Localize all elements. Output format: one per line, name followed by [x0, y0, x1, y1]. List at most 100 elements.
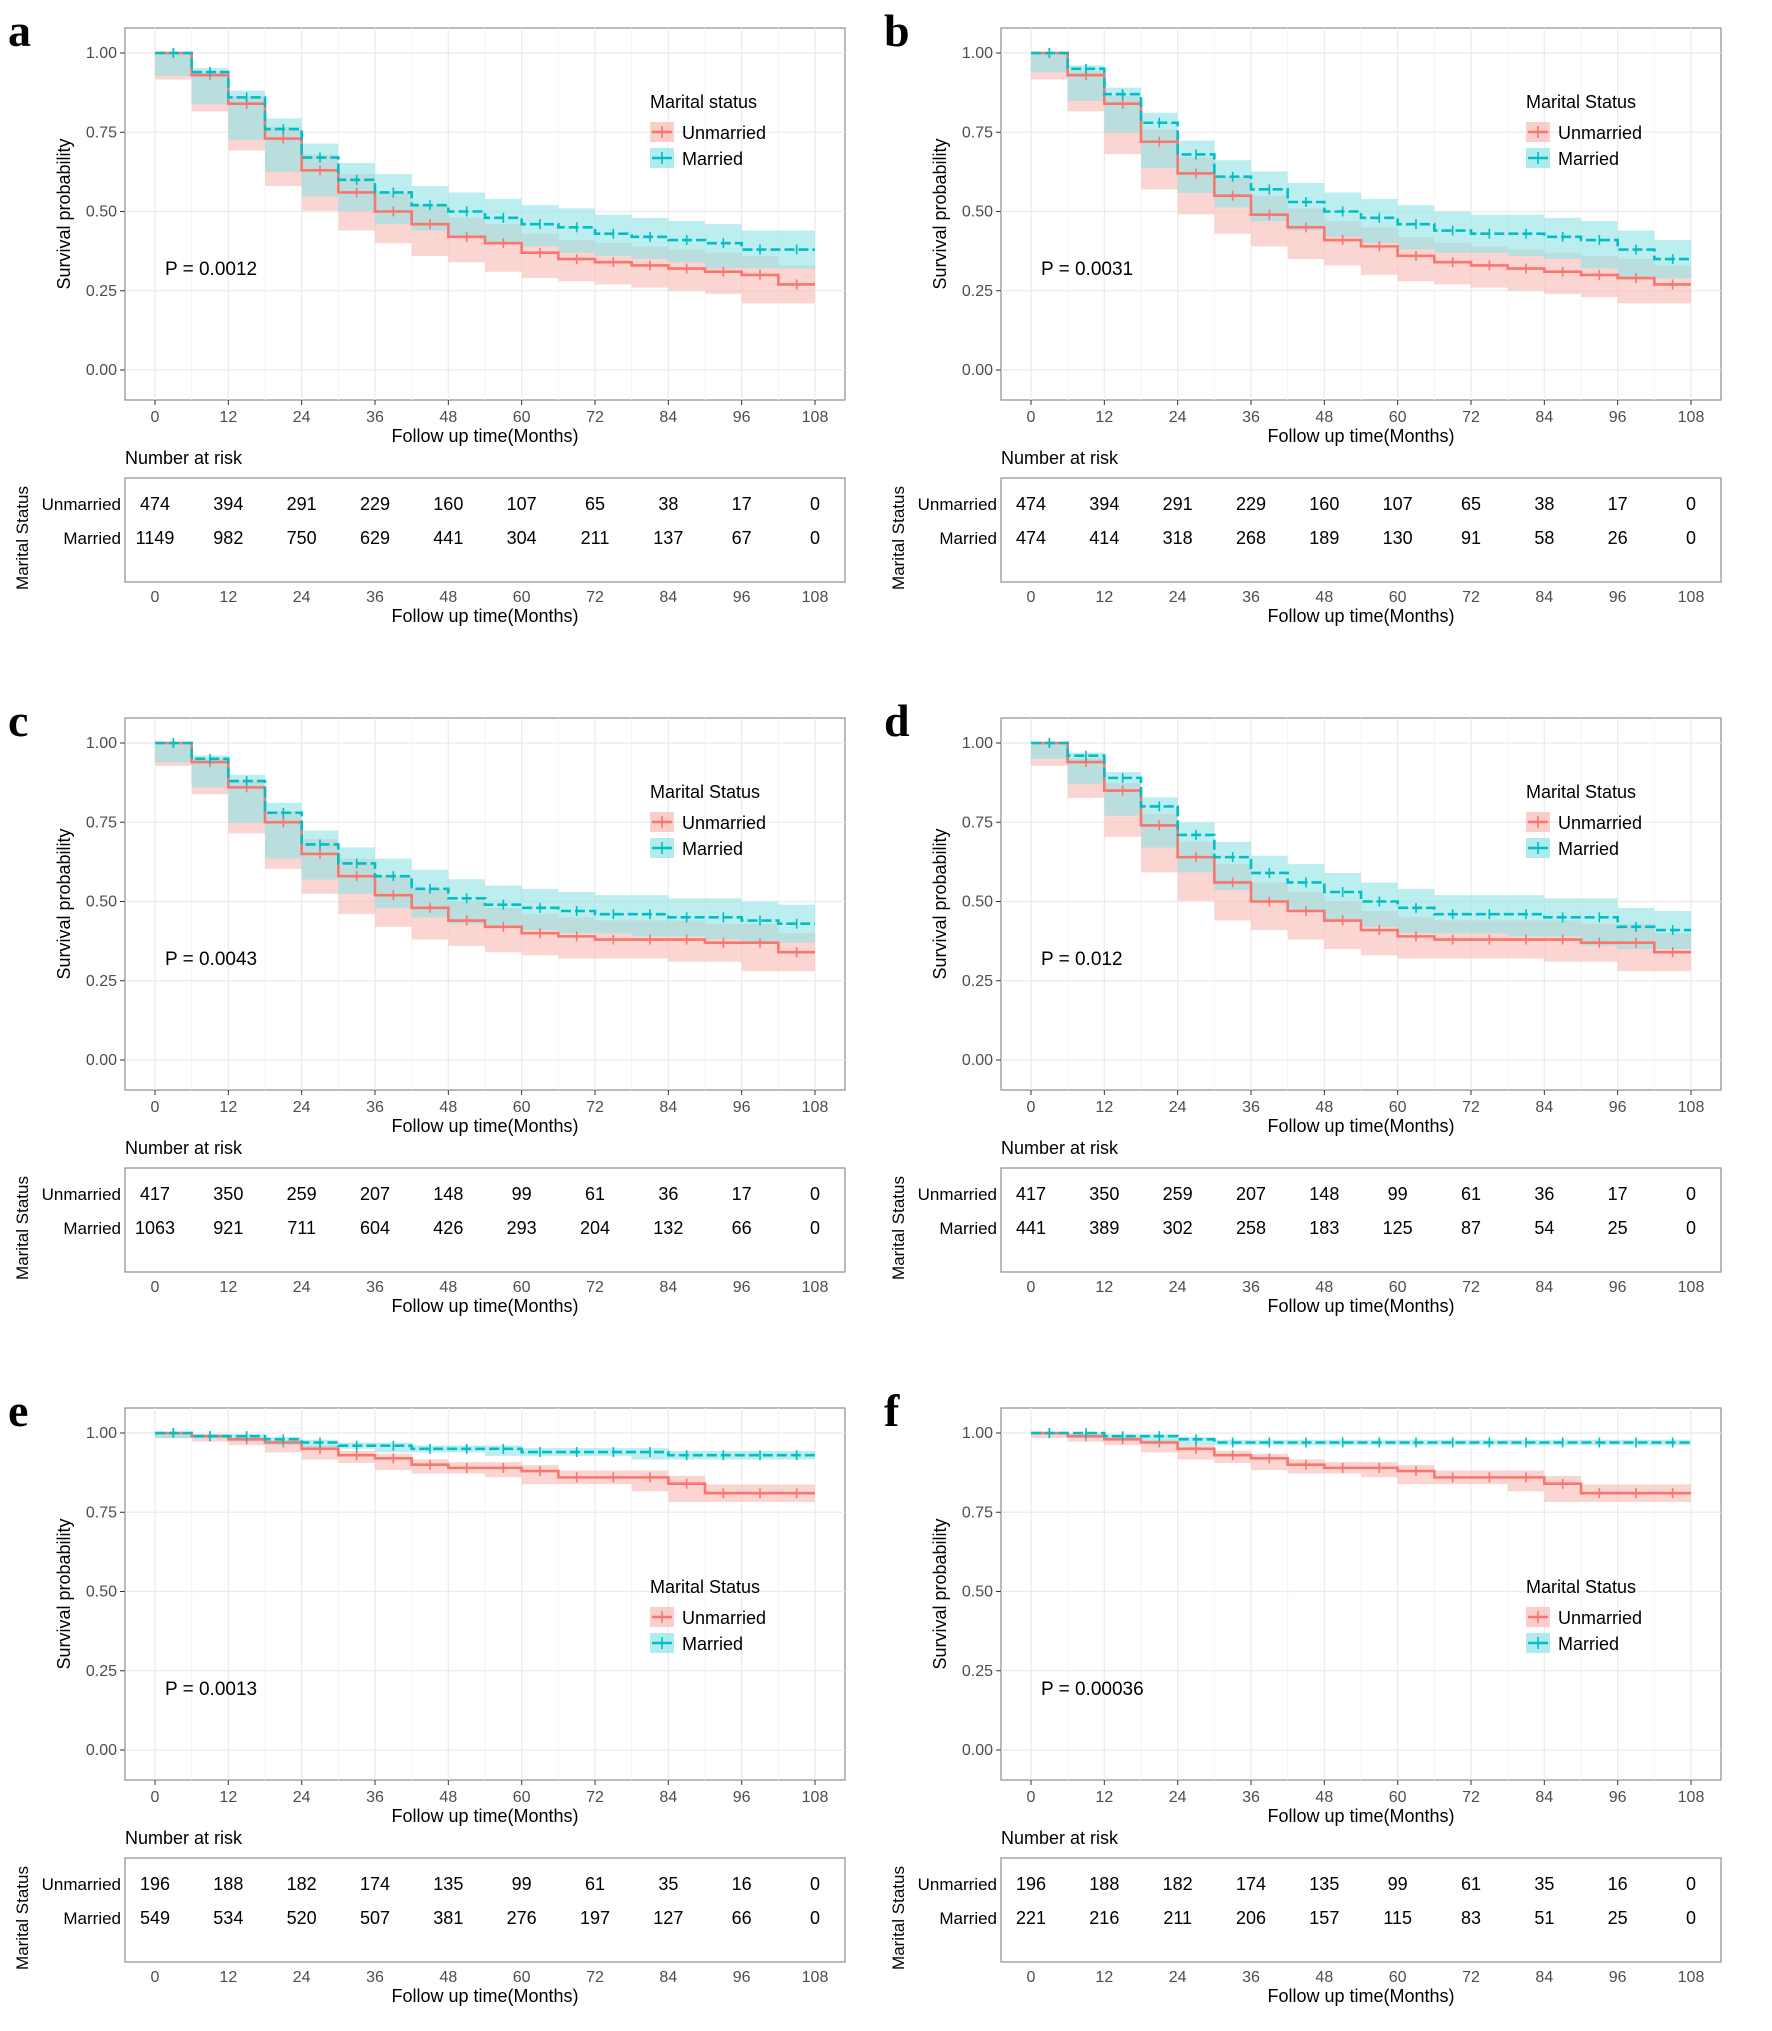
- risk-strata-title: Marital Status: [889, 1176, 908, 1280]
- risk-count: 229: [360, 494, 390, 514]
- y-tick-label: 1.00: [962, 1425, 993, 1442]
- x-tick-label: 24: [293, 1789, 311, 1806]
- y-tick-label: 0.75: [86, 814, 117, 831]
- risk-count: 196: [140, 1874, 170, 1894]
- risk-count: 66: [732, 1218, 752, 1238]
- y-axis-title: Survival probability: [930, 828, 950, 979]
- risk-x-tick-label: 12: [1095, 1969, 1113, 1986]
- x-tick-label: 24: [293, 1099, 311, 1116]
- y-axis-title: Survival probability: [54, 138, 74, 289]
- p-value-label: P = 0.0012: [165, 259, 257, 280]
- x-tick-label: 96: [1609, 1099, 1627, 1116]
- risk-count: 148: [1309, 1184, 1339, 1204]
- x-tick-label: 36: [366, 1789, 384, 1806]
- panel-b: b 0 12 24 36 48 60 72 84 96 108 0.00 0.25 0.50 0.75 1.0…: [876, 0, 1752, 650]
- risk-count: 61: [1461, 1184, 1481, 1204]
- x-tick-label: 108: [1678, 1789, 1705, 1806]
- panel-e: e 0 12 24 36 48 60 72 84 96 108 0.00 0.25 0.50 0.75 1.0…: [0, 1380, 876, 2030]
- risk-count: 83: [1461, 1908, 1481, 1928]
- x-tick-label: 108: [802, 409, 829, 426]
- x-tick-label: 60: [1389, 409, 1407, 426]
- risk-count: 25: [1608, 1908, 1628, 1928]
- x-tick-label: 60: [513, 1099, 531, 1116]
- risk-count: 174: [1236, 1874, 1266, 1894]
- risk-row-label: Married: [63, 1909, 121, 1928]
- risk-count: 157: [1309, 1908, 1339, 1928]
- x-tick-label: 108: [1678, 409, 1705, 426]
- risk-count: 130: [1383, 528, 1413, 548]
- survival-curve-married: [1031, 51, 1691, 261]
- x-axis-title: Follow up time(Months): [1267, 1116, 1454, 1136]
- legend-label-unmarried: Unmarried: [1558, 123, 1642, 143]
- legend-label-married: Married: [1558, 839, 1619, 859]
- x-tick-label: 96: [733, 409, 751, 426]
- risk-table-title: Number at risk: [1001, 448, 1119, 468]
- risk-x-tick-label: 84: [659, 1279, 677, 1296]
- risk-x-tick-label: 84: [659, 1969, 677, 1986]
- x-tick-label: 48: [1315, 409, 1333, 426]
- risk-count: 750: [287, 528, 317, 548]
- x-tick-label: 72: [586, 1099, 604, 1116]
- risk-row-label: Married: [939, 529, 997, 548]
- risk-count: 115: [1383, 1908, 1412, 1928]
- risk-table-frame: [124, 1167, 846, 1273]
- y-tick-label: 0.50: [962, 894, 993, 911]
- risk-count: 474: [1016, 528, 1046, 548]
- risk-count: 216: [1089, 1908, 1119, 1928]
- x-tick-label: 60: [1389, 1099, 1407, 1116]
- risk-x-tick-label: 36: [1242, 1279, 1260, 1296]
- risk-x-tick-label: 96: [1609, 589, 1627, 606]
- risk-x-tick-label: 36: [1242, 1969, 1260, 1986]
- x-tick-label: 96: [733, 1789, 751, 1806]
- risk-x-tick-label: 60: [1389, 1279, 1407, 1296]
- risk-count: 229: [1236, 494, 1266, 514]
- legend-title: Marital Status: [650, 1577, 760, 1597]
- risk-x-tick-label: 72: [586, 1969, 604, 1986]
- risk-count: 711: [287, 1218, 316, 1238]
- risk-count: 135: [1309, 1874, 1339, 1894]
- y-axis-title: Survival probability: [54, 828, 74, 979]
- risk-x-tick-label: 72: [1462, 589, 1480, 606]
- y-tick-label: 0.50: [86, 894, 117, 911]
- x-axis-title: Follow up time(Months): [391, 1116, 578, 1136]
- risk-x-tick-label: 12: [1095, 589, 1113, 606]
- legend-label-married: Married: [1558, 149, 1619, 169]
- y-tick-label: 0.75: [962, 124, 993, 141]
- risk-count: 206: [1236, 1908, 1266, 1928]
- y-tick-label: 0.50: [86, 1584, 117, 1601]
- risk-count: 16: [732, 1874, 752, 1894]
- x-tick-label: 24: [1169, 1789, 1187, 1806]
- y-tick-label: 0.00: [962, 1742, 993, 1759]
- confidence-band-married: [1031, 53, 1691, 279]
- risk-count: 99: [1388, 1184, 1408, 1204]
- risk-x-tick-label: 48: [439, 1279, 457, 1296]
- risk-x-tick-label: 84: [1535, 1279, 1553, 1296]
- x-tick-label: 108: [802, 1789, 829, 1806]
- y-tick-label: 1.00: [962, 45, 993, 62]
- risk-x-tick-label: 84: [659, 589, 677, 606]
- risk-count: 189: [1309, 528, 1339, 548]
- x-tick-label: 48: [1315, 1789, 1333, 1806]
- risk-table-title: Number at risk: [125, 1828, 243, 1848]
- risk-count: 58: [1534, 528, 1554, 548]
- risk-count: 258: [1236, 1218, 1266, 1238]
- y-tick-label: 0.25: [962, 283, 993, 300]
- x-tick-label: 72: [1462, 1789, 1480, 1806]
- survival-chart: b 0 12 24 36 48 60 72 84 96 108 0.00 0.25 0.50 0.75 1.0…: [884, 5, 1722, 626]
- risk-table-frame: [1000, 1167, 1722, 1273]
- risk-count: 604: [360, 1218, 390, 1238]
- risk-x-axis-title: Follow up time(Months): [391, 1296, 578, 1316]
- survival-chart: a 0 12 24 36 48 60 72 84 96 108 0.00 0.25 0.50 0.75 1.0…: [8, 5, 846, 626]
- risk-count: 549: [140, 1908, 170, 1928]
- survival-chart: c 0 12 24 36 48 60 72 84 96 108 0.00 0.25 0.50 0.75 1.0…: [8, 695, 846, 1316]
- x-tick-label: 60: [1389, 1789, 1407, 1806]
- risk-count: 259: [1163, 1184, 1193, 1204]
- y-tick-label: 0.00: [86, 362, 117, 379]
- risk-count: 54: [1534, 1218, 1554, 1238]
- risk-count: 207: [360, 1184, 390, 1204]
- risk-count: 51: [1534, 1908, 1554, 1928]
- risk-x-tick-label: 96: [733, 589, 751, 606]
- risk-x-tick-label: 24: [1169, 1279, 1187, 1296]
- legend-title: Marital Status: [650, 782, 760, 802]
- risk-count: 182: [287, 1874, 317, 1894]
